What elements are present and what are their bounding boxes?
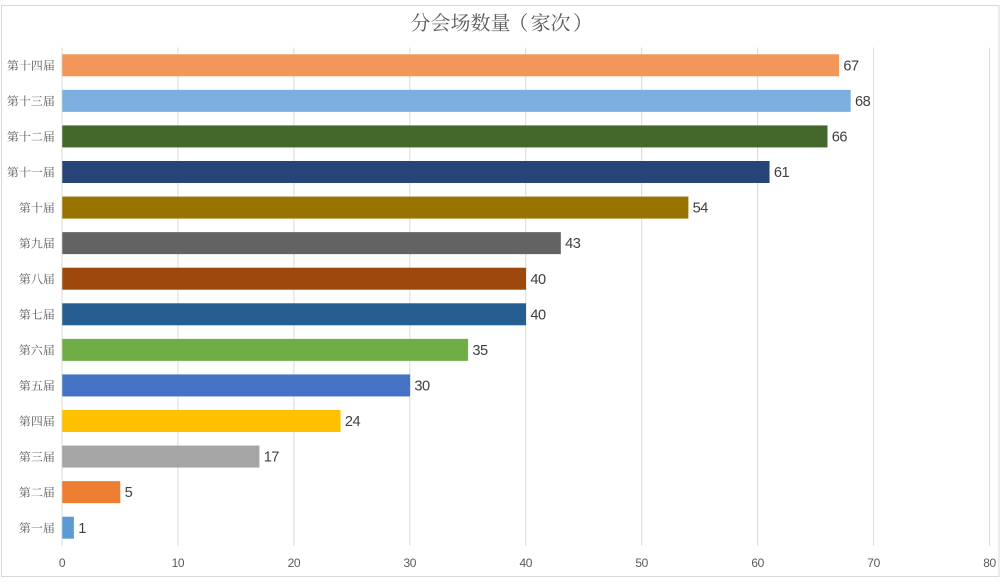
- svg-text:54: 54: [693, 201, 709, 217]
- svg-text:40: 40: [530, 307, 546, 323]
- svg-text:5: 5: [125, 485, 133, 501]
- svg-text:30: 30: [414, 379, 430, 395]
- svg-text:61: 61: [774, 165, 790, 181]
- svg-text:80: 80: [983, 556, 996, 570]
- svg-text:1: 1: [78, 521, 86, 537]
- svg-text:0: 0: [59, 556, 66, 570]
- svg-text:50: 50: [635, 556, 648, 570]
- svg-text:70: 70: [867, 556, 880, 570]
- svg-text:35: 35: [472, 343, 488, 359]
- svg-text:43: 43: [565, 236, 581, 252]
- svg-text:17: 17: [264, 450, 280, 466]
- svg-text:10: 10: [172, 556, 185, 570]
- svg-text:20: 20: [288, 556, 301, 570]
- svg-text:40: 40: [530, 272, 546, 288]
- svg-text:67: 67: [843, 58, 859, 74]
- svg-text:60: 60: [751, 556, 764, 570]
- svg-text:68: 68: [855, 94, 871, 110]
- svg-text:66: 66: [832, 130, 848, 146]
- svg-text:30: 30: [404, 556, 417, 570]
- svg-text:40: 40: [519, 556, 532, 570]
- svg-text:24: 24: [345, 414, 361, 430]
